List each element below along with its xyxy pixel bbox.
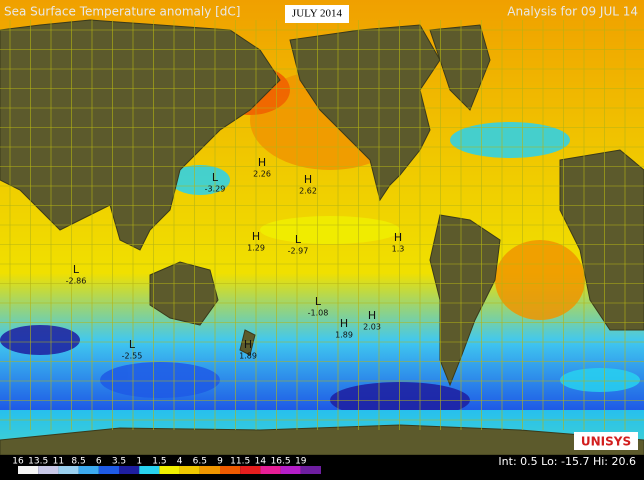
extremum-value: 2.03 [363,323,381,332]
legend-swatch [300,466,321,474]
legend-label: 13.5 [28,457,48,467]
analysis-date: Analysis for 09 JUL 14 [507,5,638,19]
continents [0,19,644,456]
legend-swatch [38,466,59,474]
stats: Int: 0.5 Lo: -15.7 Hi: 20.6 [498,455,636,468]
month-label: JULY 2014 [292,8,343,20]
extremum-value: 2.62 [299,187,317,196]
extremum-mark: L [212,171,219,184]
extremum-value: -2.86 [66,277,87,286]
legend-swatch [179,466,200,474]
logo-box [574,432,638,450]
color-legend: 16 13.5 11 8.5 6 3.5 1 1.5 4 6.5 9 11.5 14 16.5 19 [12,457,321,474]
legend-swatch [199,466,220,474]
extremum-value: -3.29 [205,185,226,194]
extremum-value: -2.55 [122,352,143,361]
extremum-mark: H [368,309,376,322]
month-box [285,5,349,23]
legend-label: 11.5 [230,457,250,467]
extremum-mark: H [304,173,312,186]
lat-lon-grid [0,20,644,430]
extremum-mark: L [295,233,302,246]
extremum-value: -2.97 [288,247,309,256]
legend-label: 6 [96,457,102,467]
extremum-value: 1.89 [239,352,257,361]
legend-swatch [280,466,301,474]
extremum-mark: H [340,317,348,330]
extremum-mark: L [315,295,322,308]
extremum-mark: L [129,338,136,351]
extremum-mark: H [252,230,260,243]
legend-label: 3.5 [112,457,126,467]
legend-swatch [18,466,39,474]
map-title: Sea Surface Temperature anomaly [dC] [4,5,240,19]
legend-label: 4 [177,457,183,467]
legend-label: 9 [217,457,223,467]
extrema: H2.62L-3.29H2.26L-2.97H1.29H1.3L-2.55H1.… [66,156,405,361]
extremum-value: 1.89 [335,331,353,340]
extremum-mark: H [258,156,266,169]
extremum-mark: H [244,338,252,351]
extremum-value: 1.3 [392,245,405,254]
legend-label: 16.5 [271,457,291,467]
legend-swatch [240,466,261,474]
legend-swatch [159,466,180,474]
legend-swatch [58,466,79,474]
legend-label: 19 [295,457,307,467]
legend-swatch [98,466,119,474]
legend-swatch [260,466,281,474]
legend-label: 1 [136,457,142,467]
extremum-value: 1.29 [247,244,265,253]
legend-label: 14 [255,457,267,467]
legend-swatch [78,466,99,474]
legend-label: 6.5 [193,457,207,467]
extremum-mark: L [73,263,80,276]
legend-swatch [139,466,160,474]
logo: UNISYS [581,435,631,449]
legend-label: 1.5 [152,457,166,467]
extremum-mark: H [394,231,402,244]
legend-swatch [220,466,241,474]
legend-label: 8.5 [71,457,85,467]
legend-swatch [119,466,140,474]
legend-label: 11 [53,457,64,467]
extremum-value: -1.08 [308,309,329,318]
extremum-value: 2.26 [253,170,271,179]
legend-label: 16 [12,457,24,467]
